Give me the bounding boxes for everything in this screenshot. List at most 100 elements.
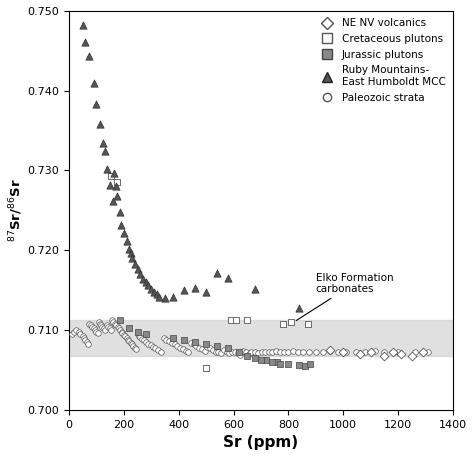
Ruby Mountains-
East Humboldt MCC bbox=[79, 21, 86, 28]
Paleozoic strata bbox=[134, 330, 141, 338]
Ruby Mountains-
East Humboldt MCC bbox=[142, 278, 149, 286]
Paleozoic strata bbox=[361, 349, 369, 356]
Paleozoic strata bbox=[239, 347, 247, 355]
Paleozoic strata bbox=[237, 351, 244, 358]
Cretaceous plutons bbox=[232, 317, 240, 324]
Cretaceous plutons bbox=[287, 319, 295, 326]
Paleozoic strata bbox=[242, 349, 250, 356]
Ruby Mountains-
East Humboldt MCC bbox=[139, 275, 147, 282]
Jurassic plutons bbox=[169, 335, 177, 342]
Paleozoic strata bbox=[411, 348, 419, 355]
Paleozoic strata bbox=[141, 337, 148, 344]
Paleozoic strata bbox=[131, 344, 138, 351]
Paleozoic strata bbox=[334, 348, 342, 355]
Paleozoic strata bbox=[121, 333, 129, 340]
Paleozoic strata bbox=[165, 338, 173, 345]
Ruby Mountains-
East Humboldt MCC bbox=[296, 304, 303, 311]
Ruby Mountains-
East Humboldt MCC bbox=[161, 294, 169, 302]
Paleozoic strata bbox=[187, 339, 195, 346]
Ruby Mountains-
East Humboldt MCC bbox=[180, 287, 188, 294]
Paleozoic strata bbox=[86, 320, 93, 327]
Ruby Mountains-
East Humboldt MCC bbox=[128, 255, 136, 262]
Jurassic plutons bbox=[213, 342, 221, 350]
Paleozoic strata bbox=[118, 328, 126, 335]
Paleozoic strata bbox=[300, 349, 307, 356]
Paleozoic strata bbox=[215, 348, 222, 355]
Ruby Mountains-
East Humboldt MCC bbox=[131, 260, 138, 267]
Paleozoic strata bbox=[117, 326, 124, 334]
Jurassic plutons bbox=[273, 358, 281, 366]
Paleozoic strata bbox=[294, 348, 302, 355]
Paleozoic strata bbox=[220, 346, 228, 354]
Paleozoic strata bbox=[90, 325, 97, 332]
NE NV volcanics bbox=[397, 350, 405, 357]
Paleozoic strata bbox=[92, 328, 100, 335]
Ruby Mountains-
East Humboldt MCC bbox=[109, 197, 117, 204]
Paleozoic strata bbox=[394, 349, 402, 356]
Paleozoic strata bbox=[201, 347, 209, 355]
Jurassic plutons bbox=[284, 360, 292, 367]
Paleozoic strata bbox=[106, 325, 113, 332]
Paleozoic strata bbox=[157, 348, 164, 355]
Ruby Mountains-
East Humboldt MCC bbox=[191, 284, 199, 292]
Ruby Mountains-
East Humboldt MCC bbox=[90, 79, 97, 86]
NE NV volcanics bbox=[381, 352, 388, 359]
Jurassic plutons bbox=[263, 356, 270, 363]
Paleozoic strata bbox=[371, 347, 379, 355]
Paleozoic strata bbox=[163, 336, 170, 343]
Ruby Mountains-
East Humboldt MCC bbox=[110, 169, 118, 176]
Ruby Mountains-
East Humboldt MCC bbox=[153, 291, 161, 298]
Jurassic plutons bbox=[235, 349, 243, 356]
Paleozoic strata bbox=[182, 347, 189, 355]
Paleozoic strata bbox=[176, 344, 184, 351]
Jurassic plutons bbox=[142, 330, 149, 338]
Ruby Mountains-
East Humboldt MCC bbox=[150, 288, 158, 295]
Paleozoic strata bbox=[91, 326, 99, 334]
Paleozoic strata bbox=[284, 348, 292, 355]
Ruby Mountains-
East Humboldt MCC bbox=[202, 288, 210, 295]
Paleozoic strata bbox=[111, 320, 119, 327]
Paleozoic strata bbox=[251, 349, 259, 356]
Jurassic plutons bbox=[296, 361, 303, 369]
Jurassic plutons bbox=[244, 352, 251, 359]
Paleozoic strata bbox=[112, 322, 120, 329]
NE NV volcanics bbox=[408, 352, 416, 359]
Paleozoic strata bbox=[107, 326, 114, 334]
Paleozoic strata bbox=[124, 336, 132, 343]
Jurassic plutons bbox=[191, 338, 199, 345]
Paleozoic strata bbox=[281, 349, 288, 356]
Paleozoic strata bbox=[109, 319, 117, 326]
Paleozoic strata bbox=[352, 348, 359, 355]
Cretaceous plutons bbox=[113, 179, 121, 186]
Paleozoic strata bbox=[147, 341, 155, 349]
Paleozoic strata bbox=[425, 349, 432, 356]
Paleozoic strata bbox=[149, 343, 156, 351]
Paleozoic strata bbox=[101, 326, 109, 334]
Paleozoic strata bbox=[198, 345, 206, 353]
NE NV volcanics bbox=[356, 350, 364, 357]
Paleozoic strata bbox=[87, 322, 95, 329]
Jurassic plutons bbox=[276, 360, 284, 367]
Y-axis label: $^{87}$Sr/$^{86}$Sr: $^{87}$Sr/$^{86}$Sr bbox=[7, 179, 25, 242]
Paleozoic strata bbox=[77, 330, 84, 338]
Paleozoic strata bbox=[80, 335, 88, 342]
Paleozoic strata bbox=[226, 350, 233, 357]
Paleozoic strata bbox=[89, 323, 96, 330]
Ruby Mountains-
East Humboldt MCC bbox=[213, 269, 221, 276]
NE NV volcanics bbox=[389, 349, 396, 356]
Ruby Mountains-
East Humboldt MCC bbox=[147, 285, 155, 292]
Bar bbox=[69, 320, 453, 356]
Paleozoic strata bbox=[126, 338, 133, 345]
Paleozoic strata bbox=[269, 349, 276, 356]
Jurassic plutons bbox=[224, 344, 232, 351]
Paleozoic strata bbox=[129, 342, 137, 350]
Cretaceous plutons bbox=[227, 317, 235, 324]
Paleozoic strata bbox=[75, 328, 82, 335]
Jurassic plutons bbox=[252, 354, 259, 361]
Paleozoic strata bbox=[155, 346, 162, 354]
Jurassic plutons bbox=[202, 340, 210, 347]
Paleozoic strata bbox=[114, 323, 121, 330]
Paleozoic strata bbox=[118, 329, 126, 337]
Paleozoic strata bbox=[135, 332, 143, 339]
Paleozoic strata bbox=[255, 350, 262, 357]
